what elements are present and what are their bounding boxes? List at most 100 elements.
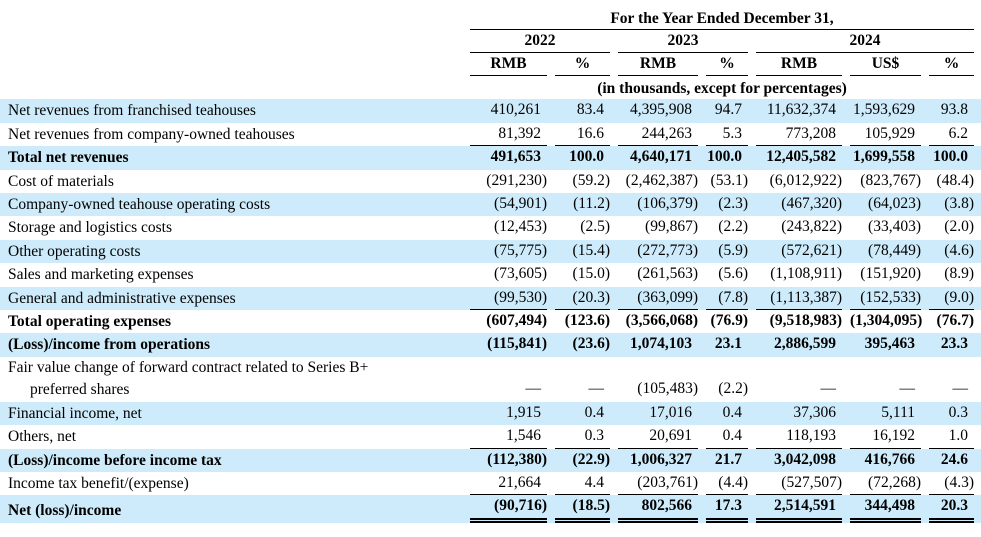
row-label: Other operating costs — [8, 242, 141, 260]
value-cell: 0.3 — [555, 425, 610, 449]
table-row: Fair value change of forward contract re… — [0, 357, 981, 402]
value-cell: 100.0 — [707, 148, 742, 166]
value-cell: (152,533) — [850, 287, 921, 311]
value-cell: (823,767) — [860, 171, 921, 189]
value-cell: (9.0) — [929, 287, 974, 311]
value-cell: 21,664 — [470, 472, 547, 496]
value-cell: (76.7) — [936, 312, 974, 330]
value-cell: 344,498 — [850, 495, 921, 523]
table-row: General and administrative expenses (99,5… — [0, 286, 981, 311]
value-cell: 23.3 — [940, 335, 968, 353]
value-cell: 83.4 — [576, 101, 604, 119]
currency-header-row: RMB % RMB % RMB US$ % — [0, 53, 981, 77]
period-title-row: For the Year Ended December 31, — [0, 8, 981, 30]
value-cell: 244,263 — [618, 123, 698, 147]
table-row: Company-owned teahouse operating costs (5… — [0, 193, 981, 217]
value-cell: 20.3 — [929, 495, 974, 523]
table-row: Others, net 1,546 0.3 20,691 0.4 118,193 16,19… — [0, 425, 981, 449]
value-cell: 1,546 — [470, 425, 547, 449]
col-header-2024-usd: US$ — [850, 53, 921, 77]
value-cell: (7.8) — [706, 287, 748, 311]
value-cell: (6,012,922) — [769, 171, 842, 189]
value-cell: (20.3) — [555, 287, 610, 311]
value-cell: (4.3) — [929, 472, 974, 496]
value-cell: 0.3 — [948, 403, 968, 421]
row-label: General and administrative expenses — [8, 289, 236, 307]
table-row: Storage and logistics costs (12,453) (2.5)… — [0, 216, 981, 239]
value-cell: (18.5) — [555, 495, 610, 523]
year-2023: 2023 — [618, 30, 748, 53]
value-cell: 1,593,629 — [853, 101, 915, 119]
value-cell: 1,074,103 — [630, 335, 692, 353]
value-cell: 4,395,908 — [630, 101, 692, 119]
value-cell: (76.9) — [710, 312, 748, 330]
value-cell: (73,605) — [494, 265, 547, 283]
row-label: Total net revenues — [8, 149, 129, 167]
value-cell: — — [525, 380, 542, 398]
value-cell: (48.4) — [936, 171, 974, 189]
value-cell: 5.3 — [706, 123, 748, 147]
value-cell: 24.6 — [940, 450, 968, 468]
value-cell: (33,403) — [868, 218, 921, 236]
col-header-2023-pct: % — [706, 53, 748, 77]
value-cell: (4.4) — [706, 472, 748, 496]
year-2024: 2024 — [756, 30, 974, 53]
value-cell: 4,640,171 — [630, 148, 692, 166]
value-cell: — — [899, 380, 916, 398]
units-note: (in thousands, except for percentages) — [597, 80, 847, 98]
value-cell: 118,193 — [756, 425, 842, 449]
value-cell: (5.9) — [718, 241, 748, 259]
row-label: Fair value change of forward contract re… — [8, 358, 369, 399]
year-2022: 2022 — [470, 30, 610, 53]
value-cell: 81,392 — [470, 123, 547, 147]
value-cell: (467,320) — [781, 195, 842, 213]
value-cell: (22.9) — [572, 450, 610, 468]
value-cell: 20,691 — [618, 425, 698, 449]
value-cell: (105,483) — [637, 380, 698, 398]
value-cell: 5,111 — [881, 403, 915, 421]
value-cell: (59.2) — [572, 171, 610, 189]
value-cell: (2.2) — [718, 218, 748, 236]
value-cell: (527,507) — [756, 472, 842, 496]
value-cell: (363,099) — [618, 287, 698, 311]
value-cell: 0.4 — [722, 403, 742, 421]
row-label: Income tax benefit/(expense) — [8, 474, 189, 492]
value-cell: (23.6) — [572, 335, 610, 353]
value-cell: (15.4) — [572, 241, 610, 259]
value-cell: (291,230) — [486, 171, 547, 189]
value-cell: 105,929 — [850, 123, 921, 147]
table-row: Cost of materials (291,230) (59.2) (2,462,3… — [0, 170, 981, 193]
value-cell: (12,453) — [494, 218, 547, 236]
table-row: Net revenues from company-owned teahouse… — [0, 123, 981, 147]
value-cell: 23.1 — [714, 335, 742, 353]
value-cell: 21.7 — [714, 450, 742, 468]
table-row: Sales and marketing expenses (73,605) (15.… — [0, 263, 981, 286]
value-cell: 100.0 — [569, 148, 604, 166]
table-row: Net (loss)/income (90,716) (18.5) 802,566 17… — [0, 495, 981, 523]
value-cell: 802,566 — [618, 495, 698, 523]
value-cell: 2,514,591 — [756, 495, 842, 523]
value-cell: 37,306 — [793, 403, 836, 421]
value-cell: 17.3 — [706, 495, 748, 523]
value-cell: (1,113,387) — [756, 287, 842, 311]
value-cell: 2,886,599 — [774, 335, 836, 353]
value-cell: 16.6 — [555, 123, 610, 147]
value-cell: (1,304,095) — [850, 312, 923, 330]
financial-statements-table: For the Year Ended December 31, 2022 202… — [0, 8, 981, 523]
value-cell: (2.5) — [580, 218, 610, 236]
value-cell: (99,867) — [645, 218, 698, 236]
value-cell: (106,379) — [637, 195, 698, 213]
value-cell: 0.4 — [584, 403, 604, 421]
value-cell: 491,653 — [490, 148, 541, 166]
value-cell: (2.3) — [718, 195, 748, 213]
row-label: Financial income, net — [8, 404, 142, 422]
value-cell: 11,632,374 — [766, 101, 836, 119]
value-cell: (72,268) — [850, 472, 921, 496]
value-cell: (2.2) — [718, 380, 748, 398]
row-label: (Loss)/income from operations — [8, 336, 211, 354]
value-cell: (11.2) — [573, 195, 610, 213]
value-cell: (2,462,387) — [625, 171, 698, 189]
value-cell: 1.0 — [929, 425, 974, 449]
col-header-2022-rmb: RMB — [470, 53, 547, 77]
value-cell: (4.6) — [944, 241, 974, 259]
